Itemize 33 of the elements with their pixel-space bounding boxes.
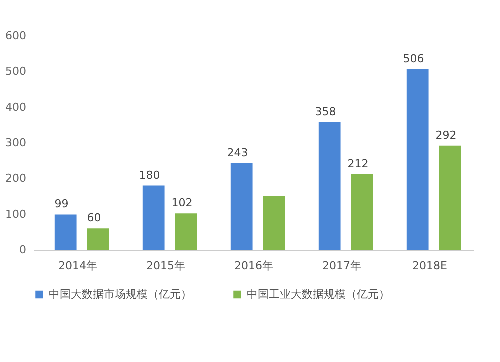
x-tick-label: 2018E [412, 260, 448, 272]
legend-label: 中国大数据市场规模（亿元） [49, 288, 192, 301]
data-label: 292 [436, 128, 457, 142]
x-tick-label: 2017年 [322, 260, 362, 272]
data-label: 243 [227, 146, 248, 160]
x-tick-label: 2015年 [146, 260, 186, 272]
data-label: 102 [172, 196, 193, 210]
legend-label: 中国工业大数据规模（亿元） [247, 288, 390, 301]
data-label: 506 [403, 52, 424, 66]
data-label: 358 [315, 105, 336, 118]
bar [351, 174, 374, 250]
y-tick-label: 400 [6, 100, 26, 114]
bar [406, 70, 429, 250]
bar [263, 196, 286, 250]
y-tick-label: 500 [6, 65, 26, 78]
bar [142, 186, 165, 250]
y-tick-label: 300 [6, 136, 26, 150]
x-tick-label: 2014年 [58, 260, 98, 272]
bar [439, 146, 462, 250]
bar [175, 214, 198, 250]
data-label: 99 [54, 198, 69, 211]
y-tick-label: 600 [6, 30, 26, 42]
bar [230, 163, 253, 250]
data-label: 212 [348, 157, 369, 170]
bar [54, 214, 77, 250]
y-tick-label: 100 [6, 208, 26, 221]
x-tick-label: 2016年 [234, 260, 274, 272]
data-label: 60 [87, 212, 102, 225]
y-tick-label: 200 [6, 172, 26, 186]
bar [318, 122, 341, 250]
data-label: 180 [139, 168, 160, 182]
y-tick-label: 0 [20, 244, 26, 256]
bar [87, 228, 110, 250]
